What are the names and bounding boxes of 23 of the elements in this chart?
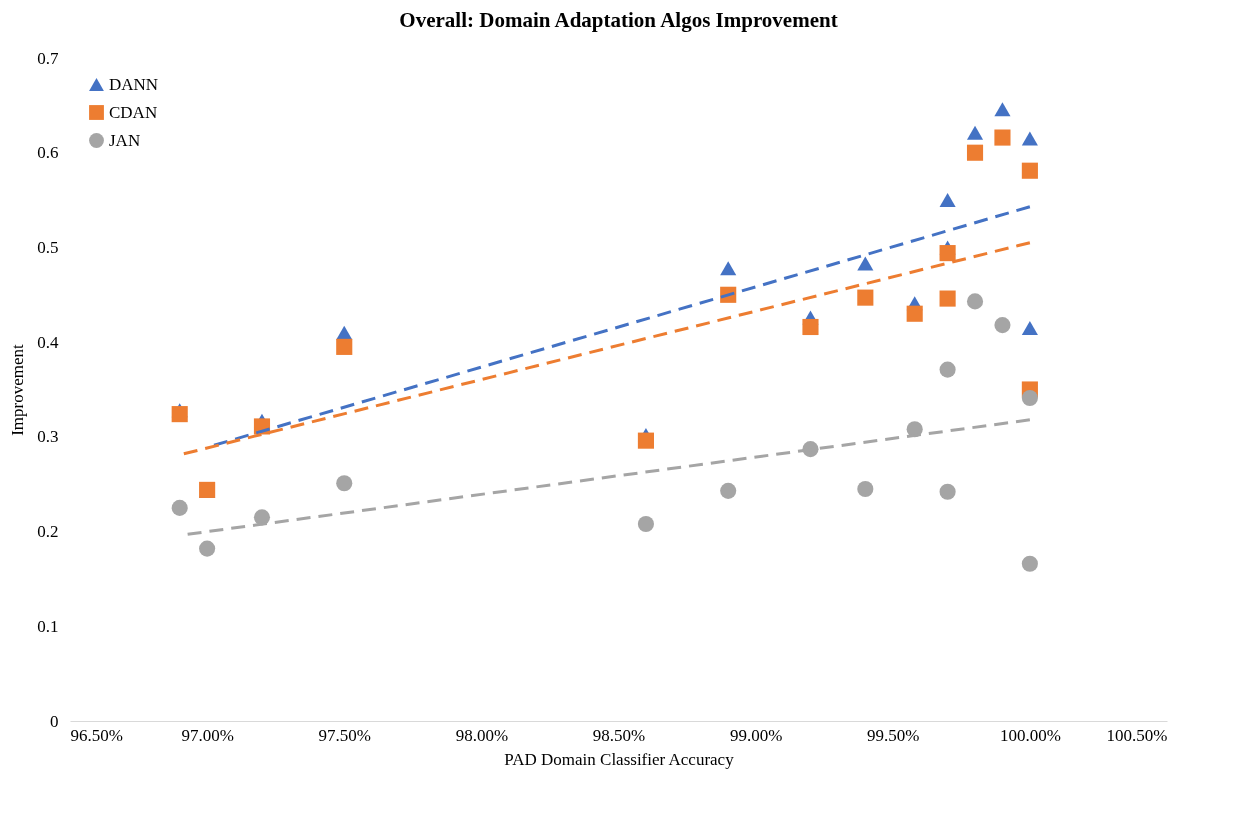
x-tick-label: 100.50% [1106,725,1168,745]
x-axis-title: PAD Domain Classifier Accuracy [504,749,735,769]
y-tick-label: 0.6 [37,143,59,163]
x-tick-label: 98.50% [592,725,646,745]
x-tick-label: 100.00% [999,725,1061,745]
x-tick-label: 97.50% [318,725,371,745]
chart-title: Overall: Domain Adaptation Algos Improvement [399,8,838,32]
y-tick-label: 0.5 [37,237,59,257]
x-tick-label: 99.50% [867,725,920,745]
x-tick-label: 97.00% [181,725,234,745]
y-axis-title: Improvement [8,343,28,436]
x-tick-label: 98.00% [455,725,509,745]
y-tick-label: 0.4 [37,332,59,352]
legend-label: JAN [109,130,141,150]
y-tick-label: 0.7 [37,48,59,68]
x-tick-label: 99.00% [729,725,783,745]
y-tick-label: 0.3 [37,427,59,447]
legend-label: CDAN [109,102,158,122]
x-tick-label: 96.50% [70,725,123,745]
y-tick-label: 0.1 [37,616,59,636]
y-tick-label: 0 [50,711,59,731]
y-tick-label: 0.2 [37,522,59,542]
legend-label: DANN [109,74,159,94]
